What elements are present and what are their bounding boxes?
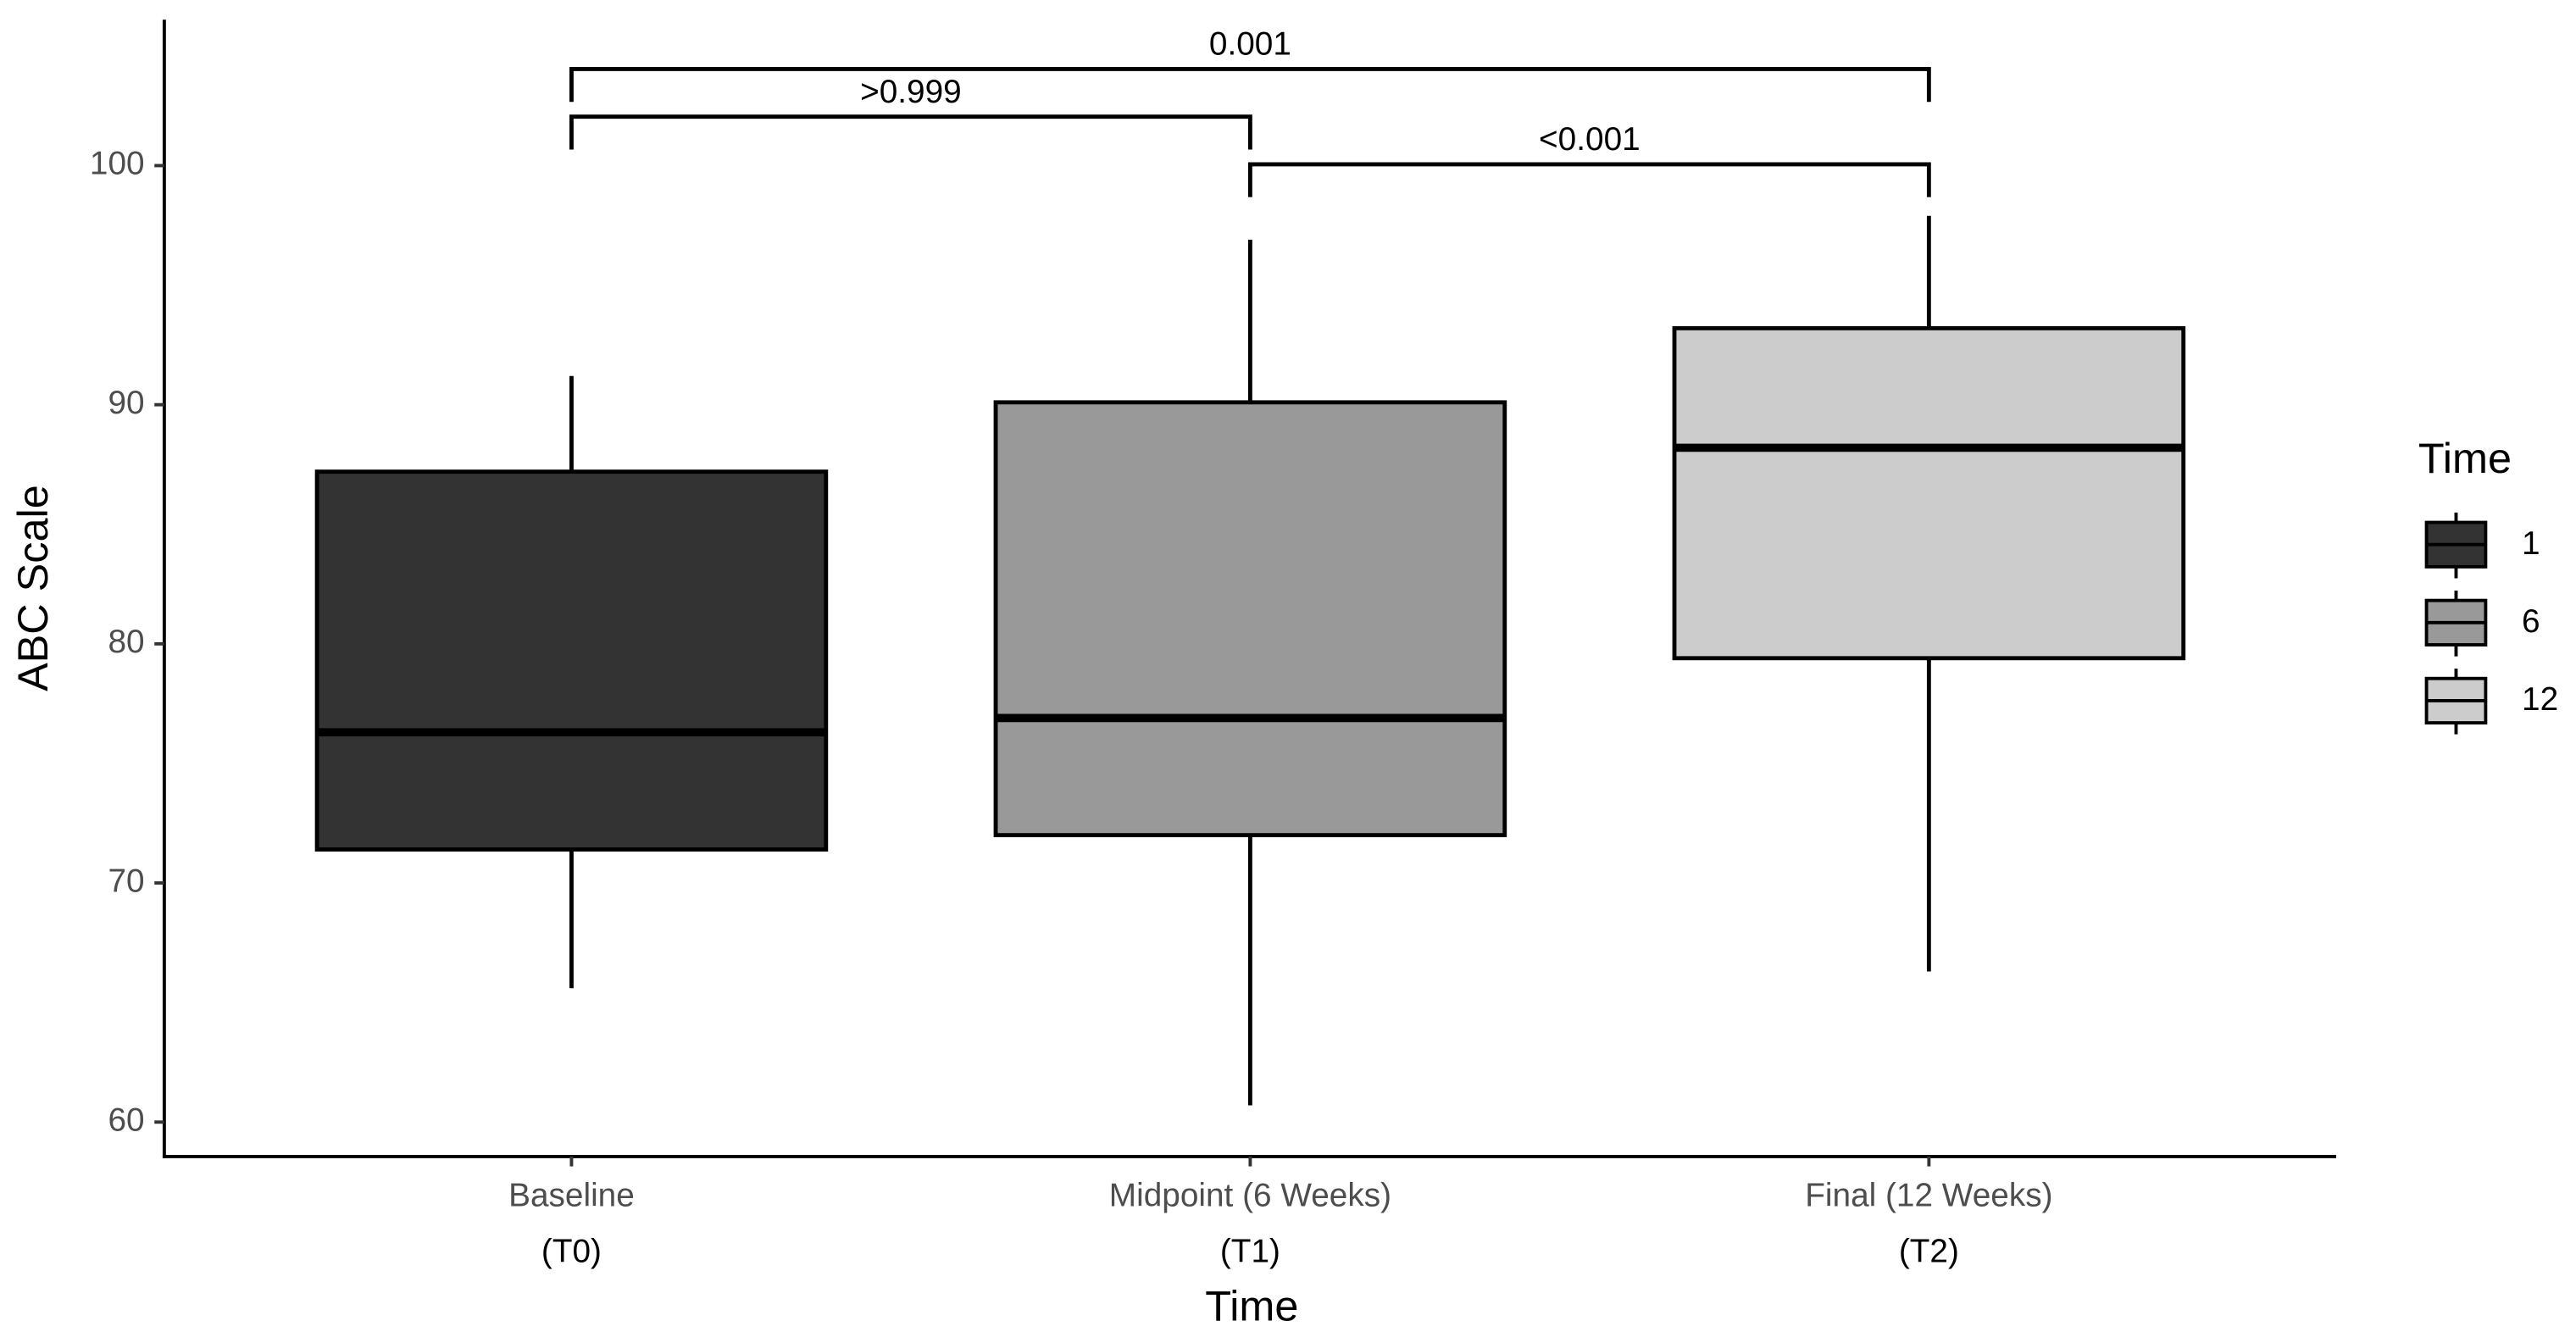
significance-bracket (1247, 162, 1931, 197)
box (993, 400, 1507, 838)
legend-label: 6 (2522, 603, 2540, 640)
box (314, 469, 829, 852)
x-tick-label: Final (12 Weeks) (1805, 1178, 2052, 1214)
y-tick-label: 100 (90, 146, 145, 182)
y-tick-label: 70 (108, 863, 144, 899)
significance-label: <0.001 (1539, 121, 1641, 158)
x-axis-title: Time (1205, 1282, 1298, 1330)
x-tick-sublabel: (T1) (1220, 1234, 1280, 1270)
x-tick-sublabel: (T2) (1899, 1234, 1959, 1270)
significance-label: >0.999 (860, 74, 962, 110)
legend-label: 1 (2522, 525, 2540, 562)
significance-bracket (569, 67, 1931, 103)
y-tick-label: 60 (108, 1102, 144, 1139)
y-axis-title: ABC Scale (8, 485, 57, 691)
x-tick-sublabel: (T0) (541, 1234, 602, 1270)
y-tick-label: 80 (108, 624, 144, 660)
significance-label: 0.001 (1209, 26, 1291, 63)
box (1672, 325, 2186, 661)
x-tick-label: Baseline (508, 1178, 635, 1214)
legend-title: Time (2418, 434, 2512, 482)
significance-bracket (569, 114, 1252, 150)
x-tick-label: Midpoint (6 Weeks) (1109, 1178, 1391, 1214)
y-tick-label: 90 (108, 385, 144, 421)
legend-label: 12 (2522, 681, 2558, 718)
